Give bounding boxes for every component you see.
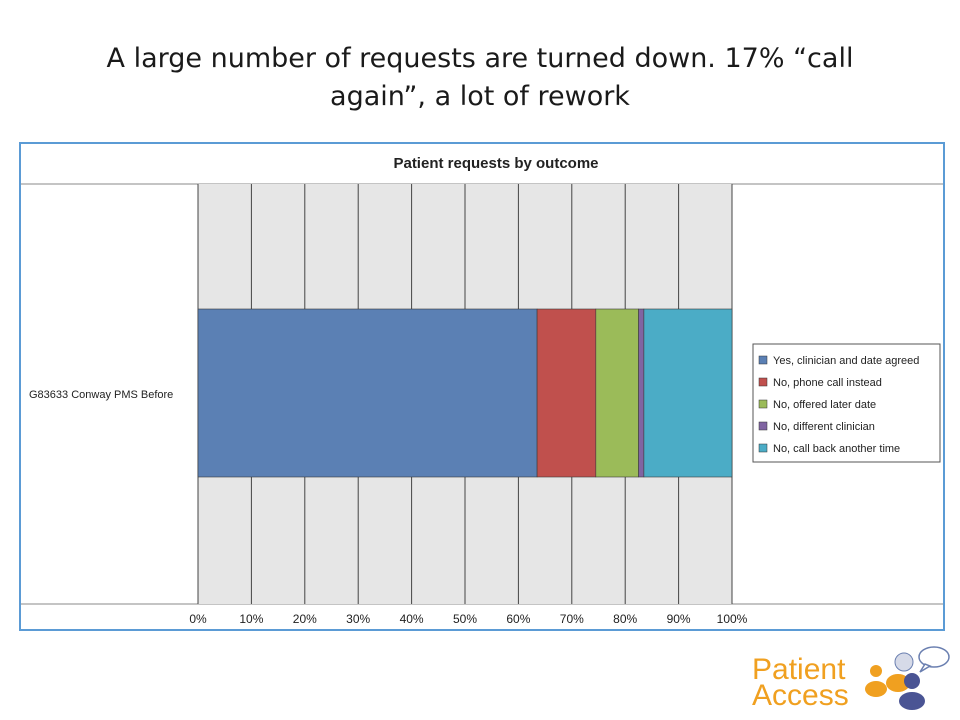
legend-swatch: [758, 377, 768, 387]
slide-title: A large number of requests are turned do…: [0, 40, 960, 116]
chart: Patient requests by outcome 0% 10% 20% 30% 40…: [21, 155, 943, 626]
logo-word-access: Access: [752, 679, 849, 712]
x-tick-label: 80%: [613, 612, 637, 626]
logo-word-patient: Patient: [752, 653, 846, 686]
bar-segment: [643, 308, 733, 478]
x-tick-label: 30%: [346, 612, 370, 626]
x-tick-label: 100%: [717, 612, 748, 626]
x-tick-label: 0%: [189, 612, 207, 626]
slide-title-line-2: again”, a lot of rework: [330, 81, 630, 112]
bar-segment: [536, 308, 597, 478]
x-tick-label: 60%: [506, 612, 530, 626]
x-tick-label: 70%: [560, 612, 584, 626]
x-tick-label: 50%: [453, 612, 477, 626]
legend-label: No, offered later date: [773, 399, 876, 411]
x-tick-label: 10%: [239, 612, 263, 626]
legend-swatch: [758, 355, 768, 365]
legend-label: No, different clinician: [773, 421, 875, 433]
x-tick-label: 20%: [293, 612, 317, 626]
x-tick-label: 90%: [667, 612, 691, 626]
patient-access-logo: Patient Access: [750, 645, 950, 715]
legend-swatch: [758, 443, 768, 453]
category-label: G83633 Conway PMS Before: [29, 389, 173, 401]
bar-segment: [197, 308, 538, 478]
chart-frame: Patient requests by outcome 0% 10% 20% 30% 40…: [19, 142, 945, 631]
bar-segment: [595, 308, 639, 478]
legend-swatch: [758, 421, 768, 431]
legend-label: No, phone call instead: [773, 377, 882, 389]
legend-swatch: [758, 399, 768, 409]
legend-label: No, call back another time: [773, 443, 900, 455]
slide-title-line-1: A large number of requests are turned do…: [106, 43, 854, 74]
legend-label: Yes, clinician and date agreed: [773, 355, 919, 367]
x-tick-label: 40%: [400, 612, 424, 626]
legend-box: [752, 343, 941, 463]
chart-title: Patient requests by outcome: [393, 155, 598, 172]
people-speech-icon: [865, 646, 950, 710]
bar-segment: [638, 308, 645, 478]
